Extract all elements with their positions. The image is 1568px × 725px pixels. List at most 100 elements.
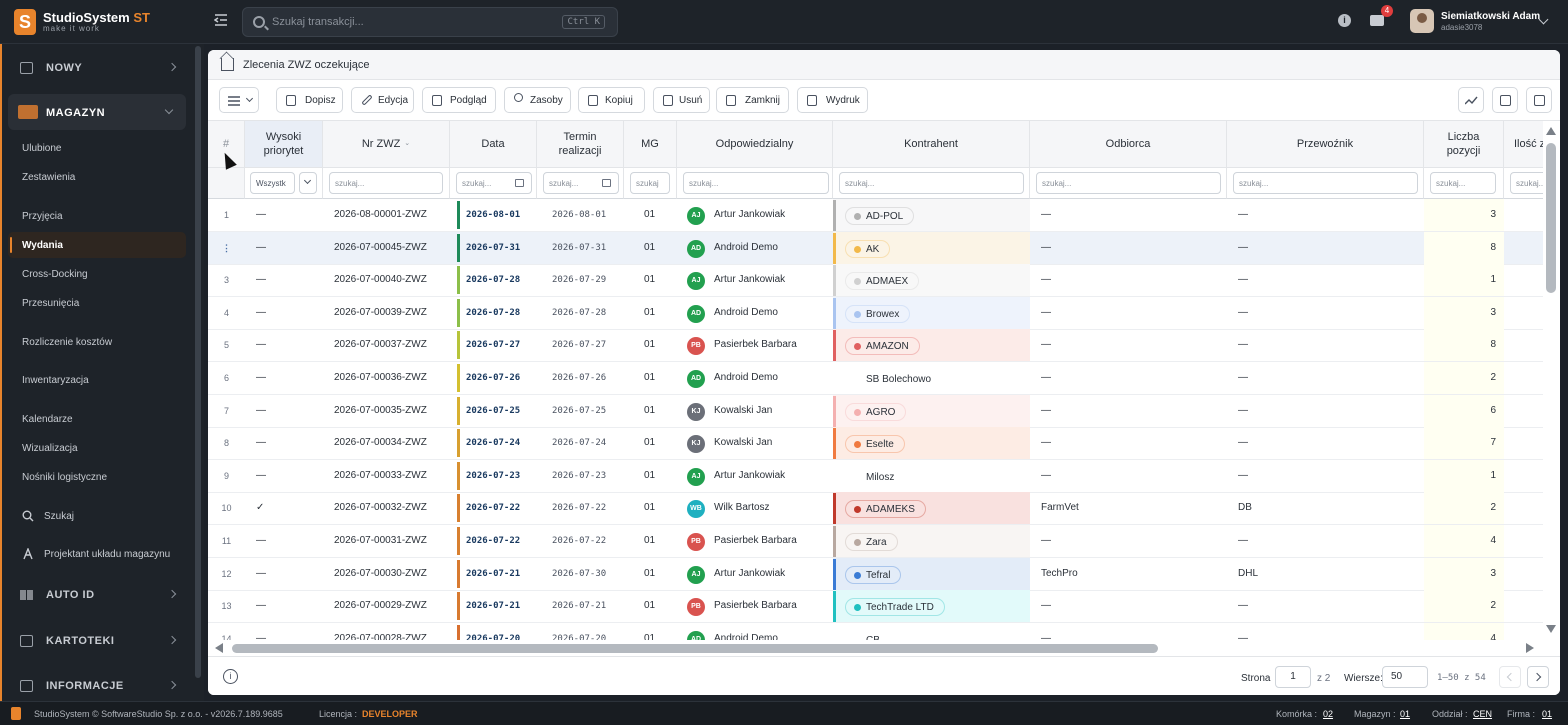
table-row[interactable]: 10 ✓ 2026-07-00032-ZWZ 2026-07-22 2026-07-22… [208, 492, 1543, 526]
sidebar-scrollbar[interactable] [195, 46, 201, 678]
cell-nr[interactable]: 2026-07-00035-ZWZ [334, 404, 427, 416]
kontrahent-badge[interactable]: Tefral [845, 565, 902, 584]
user-name[interactable]: Siemiatkowski Adam [1441, 11, 1541, 22]
menu-button[interactable] [219, 87, 259, 113]
kontrahent-badge[interactable]: Zara [845, 533, 898, 551]
filter-data-input[interactable]: szukaj... [456, 172, 532, 194]
horizontal-scrollbar[interactable] [208, 640, 1543, 656]
filter-kontrahent-input[interactable]: szukaj... [839, 172, 1024, 194]
table-row[interactable]: 3 — 2026-07-00040-ZWZ 2026-07-28 2026-07-29 0… [208, 264, 1543, 298]
filter-liczba-input[interactable]: szukaj... [1430, 172, 1496, 194]
sidebar-item-zestawienia[interactable]: Zestawienia [22, 172, 76, 183]
kontrahent-badge[interactable]: Browex [845, 304, 911, 323]
komorka-value[interactable]: 02 [1323, 709, 1334, 719]
rows-per-page-input[interactable]: 50 [1382, 666, 1428, 688]
sidebar-item-wydania[interactable]: Wydania [22, 240, 63, 251]
oddzial-value[interactable]: CEN [1473, 709, 1493, 719]
cell-nr[interactable]: 2026-07-00031-ZWZ [334, 535, 427, 546]
podglad-button[interactable]: Podgląd [422, 87, 496, 113]
filter-mg-input[interactable]: szukaj [630, 172, 670, 194]
filter-dropdown-button[interactable] [299, 172, 317, 194]
save-layout-button[interactable] [1526, 87, 1552, 113]
collapse-sidebar-icon[interactable] [214, 13, 228, 27]
kontrahent-badge[interactable]: TechTrade LTD [845, 598, 945, 617]
vertical-scrollbar[interactable] [1543, 121, 1560, 640]
kontrahent-badge[interactable]: CB [845, 631, 891, 640]
sidebar-item-cross-docking[interactable]: Cross-Docking [22, 269, 88, 280]
table-row[interactable]: 8 — 2026-07-00034-ZWZ 2026-07-24 2026-07-24 0… [208, 427, 1543, 461]
zamknij-button[interactable]: Zamknij [716, 87, 789, 113]
wydruk-button[interactable]: Wydruk [797, 87, 868, 113]
sidebar-item-kalendarze[interactable]: Kalendarze [22, 414, 73, 425]
cell-nr[interactable]: 2026-07-00033-ZWZ [334, 469, 427, 481]
table-row[interactable]: 11 — 2026-07-00031-ZWZ 2026-07-22 2026-07-22… [208, 525, 1543, 558]
sidebar-item-przesuniecia[interactable]: Przesunięcia [22, 298, 80, 309]
cell-nr[interactable]: 2026-07-00029-ZWZ [334, 600, 427, 612]
filter-priorytet-select[interactable]: Wszystk [250, 172, 295, 194]
table-row[interactable]: 13 — 2026-07-00029-ZWZ 2026-07-21 2026-07-21… [208, 590, 1543, 624]
info-icon[interactable]: i [223, 669, 238, 684]
table-row[interactable]: 6 — 2026-07-00036-ZWZ 2026-07-26 2026-07-26 0… [208, 362, 1543, 395]
edycja-button[interactable]: Edycja [351, 87, 414, 113]
cell-nr[interactable]: 2026-07-00045-ZWZ [334, 241, 427, 253]
scroll-thumb[interactable] [1546, 143, 1556, 293]
cell-nr[interactable]: 2026-07-00028-ZWZ [334, 632, 427, 640]
sidebar-item-przyjecia[interactable]: Przyjęcia [22, 211, 63, 222]
next-page-button[interactable] [1527, 666, 1549, 688]
magazyn-value[interactable]: 01 [1400, 709, 1411, 719]
col-header-kontrahent[interactable]: Kontrahent [833, 121, 1030, 168]
sidebar-item-projektant[interactable]: Projektant układu magazynu [44, 549, 171, 560]
firma-value[interactable]: 01 [1542, 709, 1553, 719]
table-row[interactable]: ⋮ — 2026-07-00045-ZWZ 2026-07-31 2026-07-31 0… [208, 231, 1543, 265]
table-row[interactable]: 5 — 2026-07-00037-ZWZ 2026-07-27 2026-07-27 0… [208, 329, 1543, 363]
home-icon[interactable] [221, 58, 234, 71]
search-input[interactable]: Szukaj transakcji... Ctrl K [242, 7, 618, 37]
filter-termin-input[interactable]: szukaj... [543, 172, 619, 194]
table-row[interactable]: 1 — 2026-08-00001-ZWZ 2026-08-01 2026-08-01 0… [208, 199, 1543, 232]
col-header-ilosc[interactable]: Ilość z [1504, 121, 1543, 168]
table-row[interactable]: 7 — 2026-07-00035-ZWZ 2026-07-25 2026-07-25 0… [208, 394, 1543, 428]
kontrahent-badge[interactable]: Milosz [845, 468, 905, 486]
chart-button[interactable] [1458, 87, 1484, 113]
sidebar-section-magazyn[interactable]: MAGAZYN [8, 94, 186, 130]
scroll-up-icon[interactable] [1546, 127, 1556, 135]
usun-button[interactable]: Usuń [653, 87, 710, 113]
logo-icon[interactable]: S [14, 9, 36, 35]
col-header-liczba[interactable]: Liczba pozycji [1424, 121, 1504, 168]
table-row[interactable]: 4 — 2026-07-00039-ZWZ 2026-07-28 2026-07-28 0… [208, 296, 1543, 330]
cell-nr[interactable]: 2026-07-00034-ZWZ [334, 437, 427, 449]
scroll-right-icon[interactable] [1526, 643, 1534, 653]
col-header-termin[interactable]: Termin realizacji [537, 121, 624, 168]
filter-odbiorca-input[interactable]: szukaj... [1036, 172, 1221, 194]
mail-icon[interactable] [1370, 15, 1384, 26]
table-row[interactable]: 12 — 2026-07-00030-ZWZ 2026-07-21 2026-07-30… [208, 557, 1543, 591]
sidebar-item-ulubione[interactable]: Ulubione [22, 143, 62, 154]
row-number[interactable]: ⋮ [222, 242, 231, 253]
filter-odp-input[interactable]: szukaj... [683, 172, 829, 194]
filter-ilosc-input[interactable]: szukaj... [1510, 172, 1543, 194]
table-row[interactable]: 9 — 2026-07-00033-ZWZ 2026-07-23 2026-07-23 0… [208, 459, 1543, 493]
kontrahent-badge[interactable]: Eselte [845, 435, 905, 454]
cell-nr[interactable]: 2026-07-00030-ZWZ [334, 567, 427, 579]
kontrahent-badge[interactable]: ADAMEKS [845, 500, 926, 519]
col-header-przewoznik[interactable]: Przewoźnik [1227, 121, 1424, 168]
kopiuj-button[interactable]: Kopiuj [578, 87, 645, 113]
info-icon[interactable]: i [1338, 14, 1351, 27]
col-header-mg[interactable]: MG [624, 121, 677, 168]
prev-page-button[interactable] [1499, 666, 1521, 688]
zasoby-button[interactable]: Zasoby [504, 87, 571, 113]
kontrahent-badge[interactable]: AK [845, 239, 891, 258]
cell-nr[interactable]: 2026-07-00036-ZWZ [334, 372, 427, 383]
sidebar-item-rozliczenie-kosztow[interactable]: Rozliczenie kosztów [22, 337, 113, 348]
calendar-icon[interactable] [515, 179, 524, 187]
kontrahent-badge[interactable]: AD-POL [845, 207, 915, 225]
cell-nr[interactable]: 2026-07-00032-ZWZ [334, 502, 427, 514]
sidebar-item-nosniki[interactable]: Nośniki logistyczne [22, 472, 108, 483]
columns-button[interactable] [1492, 87, 1518, 113]
cell-nr[interactable]: 2026-07-00037-ZWZ [334, 339, 427, 351]
col-header-odbiorca[interactable]: Odbiorca [1030, 121, 1227, 168]
kontrahent-badge[interactable]: SB Bolechowo [845, 370, 942, 388]
calendar-icon[interactable] [602, 179, 611, 187]
col-header-priorytet[interactable]: Wysoki priorytet [245, 121, 323, 168]
filter-przewoznik-input[interactable]: szukaj... [1233, 172, 1418, 194]
